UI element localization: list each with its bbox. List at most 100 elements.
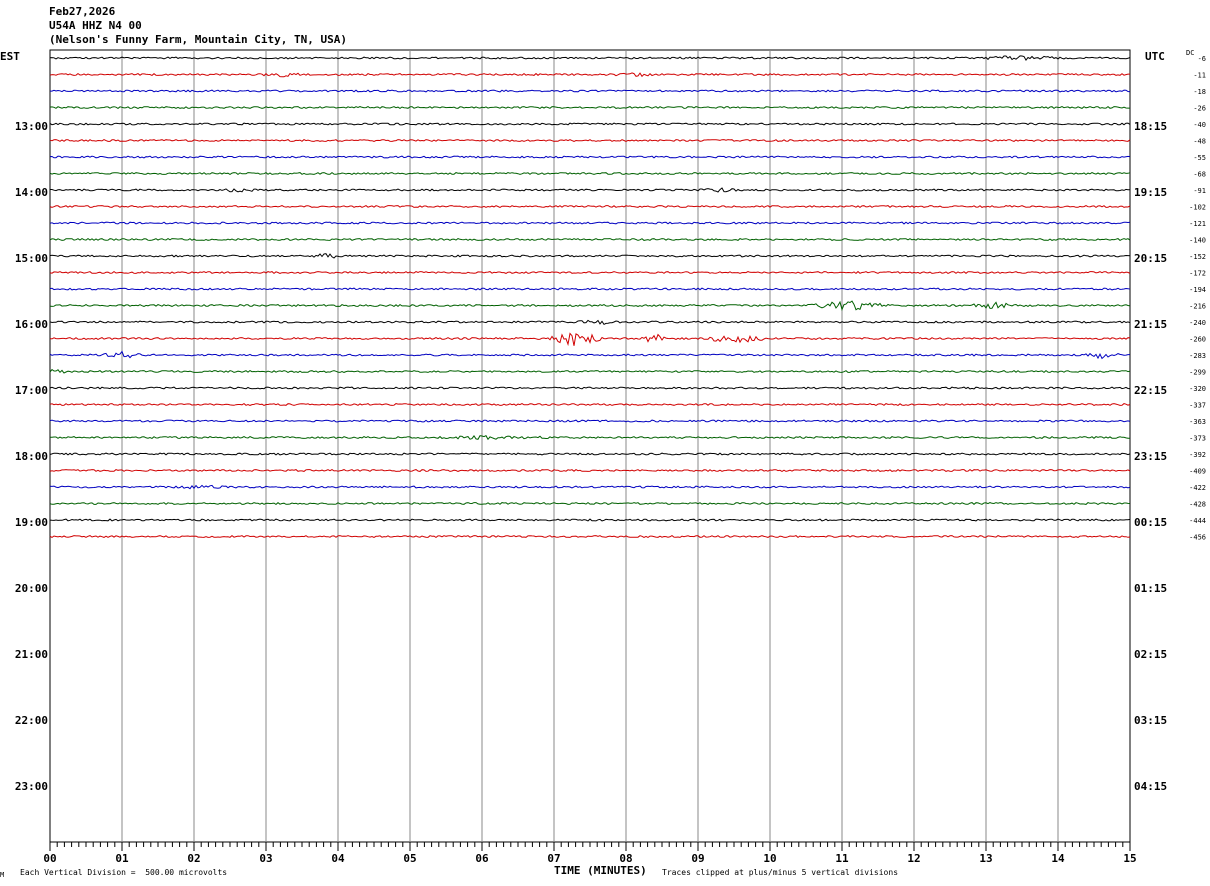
left-hour-label: 18:00 <box>15 450 48 463</box>
right-timezone-label: UTC <box>1145 50 1165 63</box>
left-hour-label: 14:00 <box>15 186 48 199</box>
dc-offset-label: -216 <box>1189 303 1206 311</box>
dc-offset-label: -337 <box>1189 402 1206 410</box>
dc-offset-label: -283 <box>1189 352 1206 360</box>
x-tick-label: 02 <box>187 852 200 865</box>
dc-offset-label: -456 <box>1189 534 1206 542</box>
left-hour-label: 17:00 <box>15 384 48 397</box>
dc-header-label: DC <box>1186 49 1195 57</box>
right-hour-label: 02:15 <box>1134 648 1167 661</box>
trace-line <box>49 155 1131 159</box>
x-tick-label: 10 <box>763 852 776 865</box>
x-tick-label: 01 <box>115 852 129 865</box>
left-hour-label: 23:00 <box>15 780 48 793</box>
dc-offset-label: -392 <box>1189 451 1206 459</box>
x-tick-label: 14 <box>1051 852 1065 865</box>
x-tick-label: 09 <box>691 852 704 865</box>
trace-line <box>49 139 1131 142</box>
plot-frame <box>49 49 1131 843</box>
date-label: Feb27,2026 <box>49 5 116 18</box>
trace-line <box>49 501 1131 506</box>
dc-offset-label: -409 <box>1189 468 1206 476</box>
left-timezone-label: EST <box>0 50 20 63</box>
x-axis-title: TIME (MINUTES) <box>554 864 647 877</box>
dc-offset-label: -55 <box>1193 154 1206 162</box>
station-label: U54A HHZ N4 00 <box>49 19 142 32</box>
left-hour-label: 15:00 <box>15 252 48 265</box>
trace-line <box>49 419 1131 423</box>
clip-note: Traces clipped at plus/minus 5 vertical … <box>662 868 899 877</box>
dc-offset-label: -48 <box>1193 138 1206 146</box>
trace-line <box>49 122 1131 126</box>
trace-line <box>49 105 1130 110</box>
dc-offset-label: -121 <box>1189 220 1206 228</box>
x-tick-label: 06 <box>475 852 489 865</box>
dc-offset-label: -40 <box>1193 121 1206 129</box>
x-tick-label: 04 <box>331 852 345 865</box>
right-hour-label: 23:15 <box>1134 450 1167 463</box>
x-tick-label: 03 <box>259 852 272 865</box>
dc-offset-label: -299 <box>1189 369 1206 377</box>
location-label: (Nelson's Funny Farm, Mountain City, TN,… <box>49 33 348 46</box>
x-tick-label: 11 <box>835 852 849 865</box>
trace-line <box>49 484 1131 490</box>
trace-line <box>49 205 1131 209</box>
right-hour-label: 22:15 <box>1134 384 1167 397</box>
dc-offset-label: -194 <box>1189 286 1206 294</box>
trace-line <box>49 468 1131 473</box>
x-tick-label: 15 <box>1123 852 1136 865</box>
dc-offset-label: -428 <box>1189 501 1206 509</box>
trace-line <box>49 452 1131 456</box>
corner-mark: M <box>0 871 5 879</box>
dc-offset-label: -6 <box>1198 55 1206 63</box>
trace-line <box>49 435 1131 441</box>
left-hour-label: 20:00 <box>15 582 48 595</box>
x-tick-label: 13 <box>979 852 992 865</box>
trace-line <box>49 300 1131 312</box>
dc-offset-label: -422 <box>1189 484 1206 492</box>
dc-offset-label: -444 <box>1189 517 1206 525</box>
right-hour-label: 21:15 <box>1134 318 1167 331</box>
x-tick-label: 07 <box>547 852 560 865</box>
trace-line <box>49 402 1131 406</box>
right-hour-label: 18:15 <box>1134 120 1167 133</box>
x-tick-label: 00 <box>43 852 56 865</box>
trace-line <box>49 72 1130 78</box>
trace-line <box>49 270 1131 275</box>
dc-offset-label: -240 <box>1189 319 1206 327</box>
dc-offset-label: -373 <box>1189 435 1206 443</box>
trace-line <box>49 518 1131 522</box>
x-tick-label: 05 <box>403 852 416 865</box>
scale-note: Each Vertical Division = 500.00 microvol… <box>20 868 228 877</box>
dc-offset-label: -260 <box>1189 336 1206 344</box>
dc-offset-label: -91 <box>1193 187 1206 195</box>
dc-offset-label: -102 <box>1189 204 1206 212</box>
right-hour-label: 19:15 <box>1134 186 1167 199</box>
trace-line <box>49 534 1131 539</box>
left-hour-label: 22:00 <box>15 714 48 727</box>
right-hour-label: 03:15 <box>1134 714 1167 727</box>
trace-line <box>49 253 1131 259</box>
dc-offset-label: -152 <box>1189 253 1206 261</box>
trace-line <box>49 55 1131 62</box>
trace-line <box>49 287 1131 291</box>
trace-line <box>49 237 1131 242</box>
right-hour-label: 20:15 <box>1134 252 1167 265</box>
left-hour-label: 19:00 <box>15 516 48 529</box>
trace-line <box>49 386 1131 390</box>
trace-line <box>49 221 1131 225</box>
trace-line <box>49 171 1131 176</box>
dc-offset-label: -363 <box>1189 418 1206 426</box>
trace-line <box>50 89 1131 93</box>
right-hour-label: 04:15 <box>1134 780 1167 793</box>
dc-offset-label: -26 <box>1193 105 1206 113</box>
x-tick-label: 12 <box>907 852 920 865</box>
dc-offset-label: -18 <box>1193 88 1206 96</box>
left-hour-label: 21:00 <box>15 648 48 661</box>
dc-offset-label: -172 <box>1189 270 1206 278</box>
right-hour-label: 00:15 <box>1134 516 1167 529</box>
right-hour-label: 01:15 <box>1134 582 1167 595</box>
trace-line <box>49 319 1131 326</box>
trace-line <box>49 368 1131 374</box>
